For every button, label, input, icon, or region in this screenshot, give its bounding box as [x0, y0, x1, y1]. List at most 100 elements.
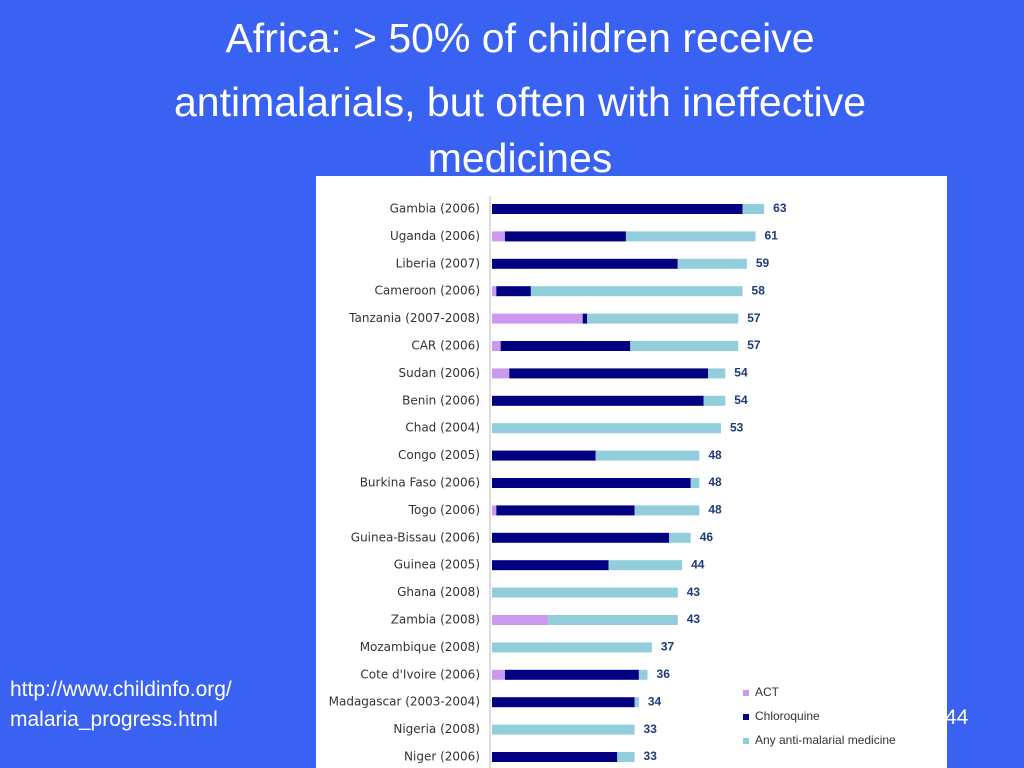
- total-label: 53: [730, 420, 744, 434]
- bar-segment: [496, 505, 635, 516]
- category-label: Uganda (2006): [390, 229, 480, 243]
- total-label: 48: [708, 475, 722, 489]
- category-label: Burkina Faso (2006): [360, 476, 480, 490]
- bar-segment: [500, 341, 631, 351]
- total-label: 43: [687, 612, 701, 626]
- total-label: 58: [752, 283, 766, 297]
- category-label: Cameroon (2006): [375, 284, 480, 298]
- bar-segment: [582, 313, 588, 324]
- bar-segment: [530, 286, 743, 297]
- bar-segment: [492, 724, 635, 735]
- total-label: 33: [644, 722, 658, 736]
- legend-label: Chloroquine: [755, 709, 820, 723]
- total-label: 57: [747, 311, 761, 325]
- bar-segment: [504, 231, 626, 242]
- bar-segment: [492, 423, 721, 434]
- legend-swatch: [743, 738, 749, 744]
- bar-segment: [492, 231, 505, 242]
- bar-segment: [630, 341, 739, 351]
- total-label: 44: [691, 557, 705, 571]
- bar-segment: [492, 368, 510, 379]
- category-label: Cote d'Ivoire (2006): [360, 667, 480, 681]
- category-label: Tanzania (2007-2008): [348, 311, 480, 325]
- category-label: Liberia (2007): [396, 256, 480, 270]
- category-label: Benin (2006): [402, 393, 480, 407]
- total-label: 48: [708, 503, 722, 517]
- bar-segment: [492, 204, 743, 214]
- legend-swatch: [743, 690, 749, 696]
- total-label: 57: [747, 338, 761, 352]
- bar-segment: [492, 258, 678, 269]
- bar-segment: [492, 752, 618, 762]
- category-label: Gambia (2006): [390, 202, 480, 216]
- category-label: Nigeria (2008): [393, 722, 480, 736]
- bar-segment: [708, 368, 726, 379]
- category-label: Guinea-Bissau (2006): [351, 530, 480, 544]
- total-label: 33: [644, 749, 658, 763]
- bar-segment: [492, 642, 652, 653]
- bar-segment: [608, 560, 683, 571]
- category-label: Zambia (2008): [391, 613, 480, 627]
- bar-segment: [509, 368, 708, 379]
- url-line: http://www.childinfo.org/: [10, 678, 232, 701]
- title-line: antimalarials, but often with ineffectiv…: [174, 79, 866, 125]
- category-label: Niger (2006): [404, 750, 480, 764]
- bar-segment: [625, 231, 756, 242]
- bar-segment: [492, 532, 670, 543]
- total-label: 61: [765, 229, 779, 243]
- legend-swatch: [743, 714, 749, 720]
- bar-segment: [634, 697, 639, 708]
- total-label: 54: [734, 393, 748, 407]
- bar-segment: [742, 204, 765, 214]
- bar-segment: [492, 313, 583, 324]
- bar-segment: [492, 587, 678, 598]
- category-label: Guinea (2005): [394, 558, 480, 572]
- bar-segment: [496, 286, 531, 297]
- bar-segment: [492, 286, 497, 297]
- category-label: CAR (2006): [411, 339, 480, 353]
- total-label: 48: [708, 448, 722, 462]
- bar-segment: [587, 313, 739, 324]
- legend-label: ACT: [755, 685, 780, 699]
- legend-label: Any anti-malarial medicine: [755, 733, 896, 747]
- category-label: Chad (2004): [405, 421, 480, 435]
- bar-segment: [492, 697, 635, 708]
- bar-segment: [492, 505, 497, 516]
- category-label: Ghana (2008): [397, 585, 480, 599]
- bar-segment: [677, 258, 747, 269]
- bar-segment: [492, 669, 505, 680]
- total-label: 34: [648, 694, 662, 708]
- bar-segment: [690, 478, 700, 488]
- bar-segment: [617, 752, 635, 762]
- bar-segment: [492, 615, 549, 625]
- category-label: Mozambique (2008): [360, 640, 480, 654]
- bar-segment: [595, 450, 700, 461]
- total-label: 63: [773, 201, 787, 215]
- category-label: Sudan (2006): [398, 366, 480, 380]
- title-line: medicines: [428, 135, 613, 181]
- total-label: 59: [756, 256, 770, 270]
- bar-segment: [504, 669, 639, 680]
- bar-segment: [703, 395, 726, 406]
- bar-segment: [492, 395, 704, 406]
- bar-segment: [634, 505, 700, 516]
- bar-segment: [492, 450, 596, 461]
- total-label: 43: [687, 585, 701, 599]
- total-label: 54: [734, 366, 748, 380]
- total-label: 37: [661, 640, 675, 654]
- category-label: Madagascar (2003-2004): [329, 695, 480, 709]
- bar-segment: [492, 478, 691, 488]
- title-line: Africa: > 50% of children receive: [225, 15, 814, 61]
- bar-segment: [492, 560, 609, 571]
- total-label: 36: [657, 667, 671, 681]
- category-label: Congo (2005): [398, 448, 480, 462]
- chart-panel: [316, 176, 947, 768]
- bar-segment: [492, 341, 501, 351]
- total-label: 46: [700, 530, 714, 544]
- category-label: Togo (2006): [408, 503, 480, 517]
- bar-segment: [548, 615, 678, 625]
- url-line: malaria_progress.html: [10, 708, 218, 731]
- bar-segment: [638, 669, 648, 680]
- bar-segment: [669, 532, 691, 543]
